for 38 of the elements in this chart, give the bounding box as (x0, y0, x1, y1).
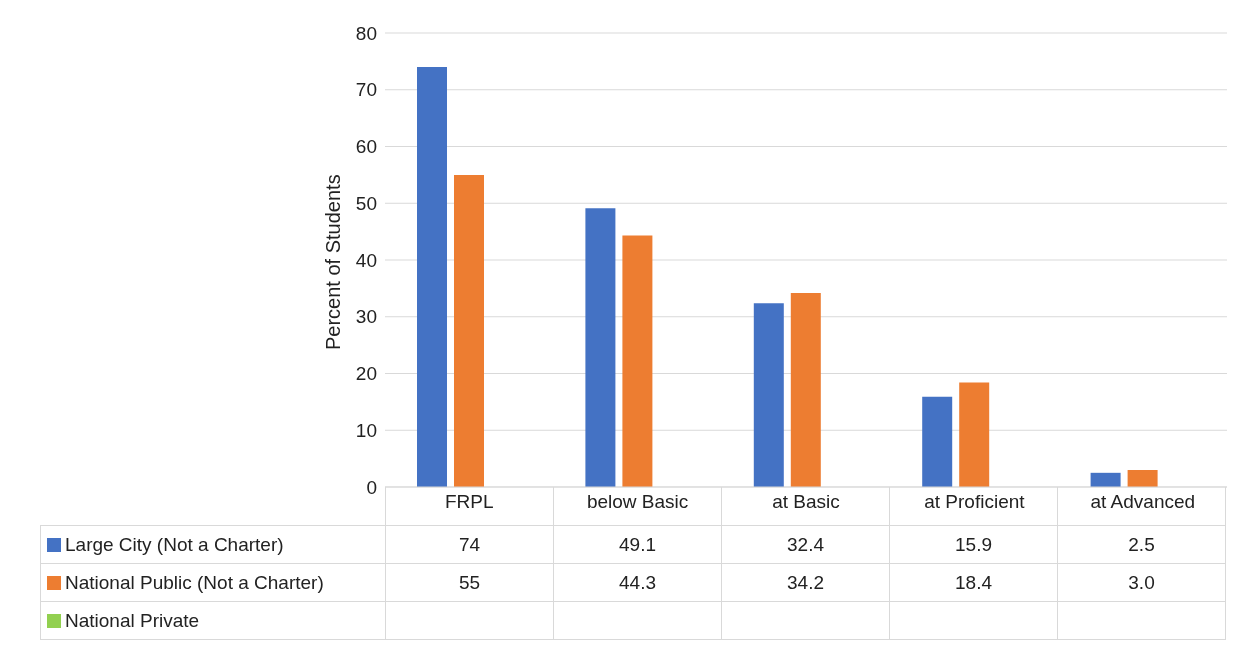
y-tick-label: 70 (355, 79, 377, 101)
data-label: 32.4 (721, 525, 890, 564)
legend-label: National Private (65, 609, 200, 631)
data-label: 55 (385, 563, 554, 602)
legend-label: Large City (Not a Charter) (65, 533, 284, 555)
bar (790, 292, 821, 487)
y-tick-label: 30 (355, 306, 377, 328)
data-label: 49.1 (553, 525, 722, 564)
bar (417, 67, 447, 487)
data-label: 18.4 (889, 563, 1058, 602)
data-label: 74 (385, 525, 554, 564)
data-label: 34.2 (721, 563, 890, 602)
y-tick-label: 20 (355, 363, 377, 385)
data-label: 15.9 (889, 525, 1058, 564)
y-axis-title: Percent of Students (322, 174, 345, 350)
data-label: 2.5 (1057, 525, 1226, 564)
bar (1090, 472, 1121, 487)
x-tick-label: at Basic (772, 491, 840, 513)
y-tick-label: 50 (355, 192, 377, 214)
data-label: 3.0 (1057, 563, 1226, 602)
x-tick-label: at Proficient (924, 491, 1026, 513)
bar (959, 382, 990, 487)
y-tick-label: 0 (366, 476, 377, 498)
x-tick-label: below Basic (586, 491, 689, 513)
bar (622, 235, 653, 487)
y-tick-label: 10 (355, 419, 377, 441)
y-tick-label: 60 (355, 136, 377, 158)
bar (753, 303, 784, 487)
bar (1127, 469, 1158, 487)
x-tick-label: FRPL (444, 491, 494, 513)
legend-label: National Public (Not a Charter) (65, 571, 324, 593)
data-label: 44.3 (553, 563, 722, 602)
y-tick-label: 80 (355, 22, 377, 44)
bar (585, 208, 616, 487)
x-tick-label: at Advanced (1090, 491, 1196, 513)
bar (922, 396, 953, 487)
y-tick-label: 40 (355, 249, 377, 271)
bar (454, 174, 484, 487)
